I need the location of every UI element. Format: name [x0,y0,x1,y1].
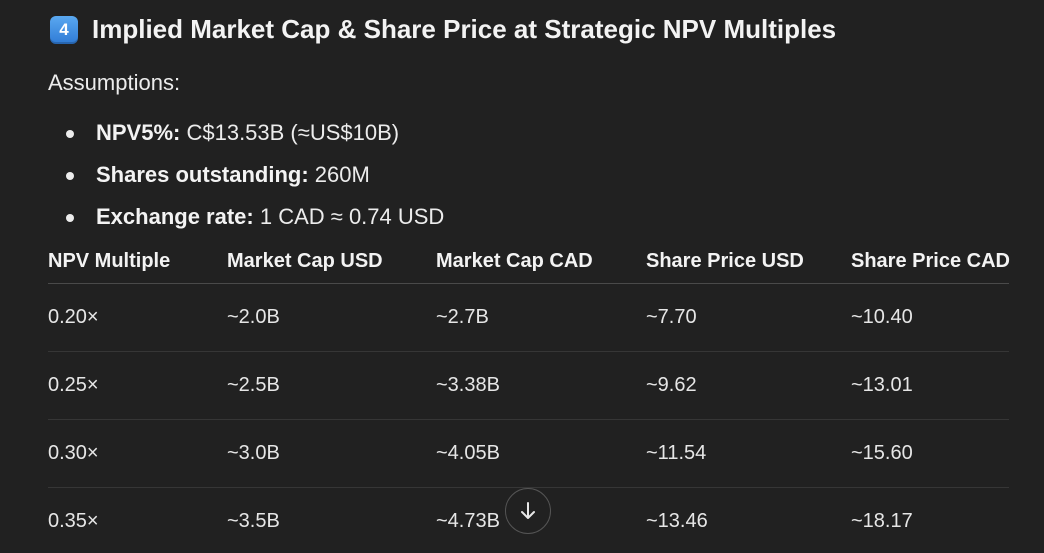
table-cell: ~3.0B [227,442,280,464]
arrow-down-icon [521,502,535,519]
assumption-label: NPV5%: [96,120,181,145]
table-row: 0.20× ~2.0B ~2.7B ~7.70 ~10.40 [48,284,1009,352]
section-title: Implied Market Cap & Share Price at Stra… [92,14,837,44]
valuation-table: NPV Multiple Market Cap USD Market Cap C… [48,240,1010,553]
table-cell: ~2.7B [436,306,489,328]
column-header: Share Price USD [646,250,804,272]
column-header: Market Cap CAD [436,250,593,272]
scroll-to-bottom-button[interactable] [505,488,551,534]
table-cell: ~10.40 [851,306,913,328]
column-header: NPV Multiple [48,250,171,272]
column-header: Share Price CAD [851,250,1010,272]
table-row: 0.25× ~2.5B ~3.38B ~9.62 ~13.01 [48,352,1009,420]
assumption-label: Exchange rate: [96,204,254,229]
assumption-value: 1 CAD ≈ 0.74 USD [253,204,445,229]
assumptions-label: Assumptions: [48,70,181,95]
assumption-value: C$13.53B (≈US$10B) [180,120,400,145]
table-cell: ~4.05B [436,442,500,464]
table-cell: ~3.38B [436,374,500,396]
table-cell: ~15.60 [851,442,913,464]
table-cell: ~3.5B [227,510,280,532]
table-cell: 0.20× [48,306,99,328]
table-cell: ~18.17 [851,510,913,532]
table-cell: ~13.01 [851,374,913,396]
assumption-value: 260M [308,162,370,187]
table-cell: 0.30× [48,442,99,464]
assumption-label: Shares outstanding: [96,162,309,187]
table-row: 0.35× ~3.5B ~4.73B ~13.46 ~18.17 [48,488,1009,553]
table-cell: ~4.73B [436,510,500,532]
table-cell: ~2.0B [227,306,280,328]
column-header: Market Cap USD [227,250,383,272]
assumption-item: Shares outstanding: 260M [48,154,444,196]
assumption-item: Exchange rate: 1 CAD ≈ 0.74 USD [48,196,444,238]
table-cell: ~11.54 [646,442,707,464]
table-cell: ~7.70 [646,306,697,328]
table-cell: 0.25× [48,374,99,396]
table-row: 0.30× ~3.0B ~4.05B ~11.54 ~15.60 [48,420,1009,488]
table-cell: ~13.46 [646,510,708,532]
table-cell: ~9.62 [646,374,697,396]
table-header: NPV Multiple Market Cap USD Market Cap C… [48,240,1010,284]
assumption-item: NPV5%: C$13.53B (≈US$10B) [48,112,444,154]
table-cell: 0.35× [48,510,99,532]
assumptions-list: NPV5%: C$13.53B (≈US$10B) Shares outstan… [48,112,444,238]
section-heading: 4 Implied Market Cap & Share Price at St… [50,14,836,45]
table-cell: ~2.5B [227,374,280,396]
keycap-four-emoji-icon: 4 [50,15,78,44]
